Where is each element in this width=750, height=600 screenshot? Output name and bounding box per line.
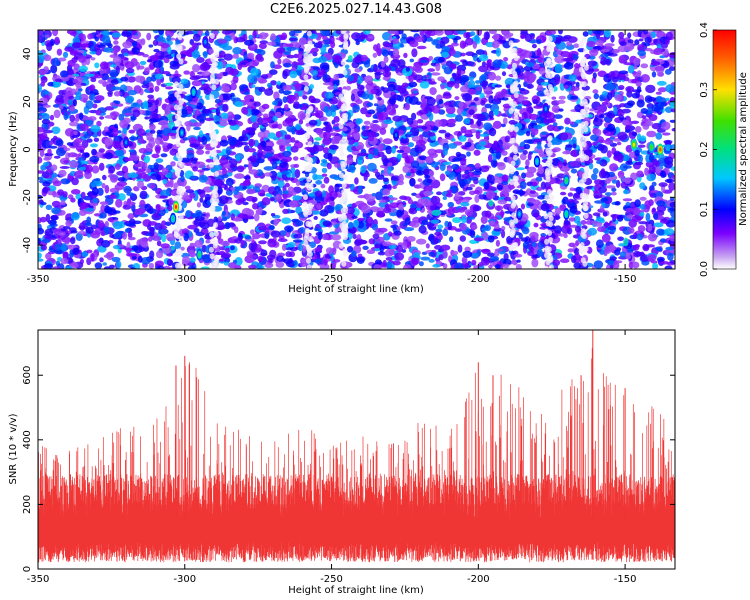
heatmap-hot-spot-peak — [544, 106, 548, 111]
x-tick-label: -200 — [467, 274, 490, 285]
heatmap-hot-spot-peak — [192, 90, 195, 95]
colorbar: 0.0 0.1 0.2 0.3 0.4 Normalized spectral ampl… — [699, 22, 749, 277]
heatmap-hot-spot-peak — [518, 212, 521, 217]
y-tick-label: 400 — [22, 430, 33, 449]
x-tick-label: -300 — [173, 274, 196, 285]
snr-series-core — [38, 504, 675, 534]
figure-title: C2E6.2025.027.14.43.G08 — [270, 2, 442, 17]
y-tick-label: 20 — [22, 95, 33, 108]
colorbar-tick-label: 0.3 — [699, 82, 710, 98]
y-tick-label: 0 — [22, 566, 33, 572]
heatmap-hot-spot-peak — [124, 140, 128, 145]
heatmap-hot-spot-peak — [632, 142, 636, 147]
colorbar-tick-label: 0.4 — [699, 22, 710, 38]
x-tick-label: -350 — [27, 574, 50, 585]
heatmap-hot-spot-peak — [198, 252, 201, 257]
heatmap-hot-spot-peak — [204, 39, 207, 44]
snr-panel: -350 -300 -250 -200 -150 0 200 400 600 Height o… — [8, 329, 676, 596]
heatmap-hot-spot-peak — [394, 133, 398, 138]
x-tick-label: -300 — [173, 574, 196, 585]
y-tick-label: 200 — [22, 495, 33, 514]
heatmap-y-axis-label: Frequency (Hz) — [8, 111, 19, 187]
y-tick-label: 600 — [22, 366, 33, 385]
y-tick-label: -40 — [22, 237, 33, 253]
colorbar-tick-label: 0.0 — [699, 261, 710, 277]
colorbar-tick-label: 0.2 — [699, 142, 710, 158]
heatmap-hot-spot-peak — [535, 159, 539, 164]
snr-x-axis-label: Height of straight line (km) — [288, 585, 424, 596]
x-tick-label: -250 — [320, 574, 343, 585]
heatmap-hot-spot-peak — [650, 145, 653, 150]
heatmap-hot-spot-peak — [565, 212, 568, 217]
y-tick-label: -20 — [22, 189, 33, 205]
heatmap-hot-spot-peak — [659, 147, 662, 152]
y-tick-label: 40 — [22, 48, 33, 61]
heatmap-hot-spot-peak — [565, 178, 568, 183]
heatmap-x-axis-label: Height of straight line (km) — [288, 284, 424, 295]
x-tick-label: -250 — [320, 274, 343, 285]
x-tick-label: -150 — [614, 274, 637, 285]
x-tick-label: -150 — [614, 574, 637, 585]
x-tick-label: -350 — [27, 274, 50, 285]
x-tick-label: -200 — [467, 574, 490, 585]
colorbar-label: Normalized spectral amplitude — [738, 72, 749, 226]
heatmap-hot-spot-peak — [171, 216, 175, 221]
heatmap-hot-spot-peak — [180, 130, 184, 135]
colorbar-tick-label: 0.1 — [699, 201, 710, 217]
heatmap-hot-spot-peak — [174, 204, 178, 209]
snr-y-axis-label: SNR (10 * v/v) — [8, 413, 19, 484]
y-tick-label: 0 — [22, 146, 33, 152]
